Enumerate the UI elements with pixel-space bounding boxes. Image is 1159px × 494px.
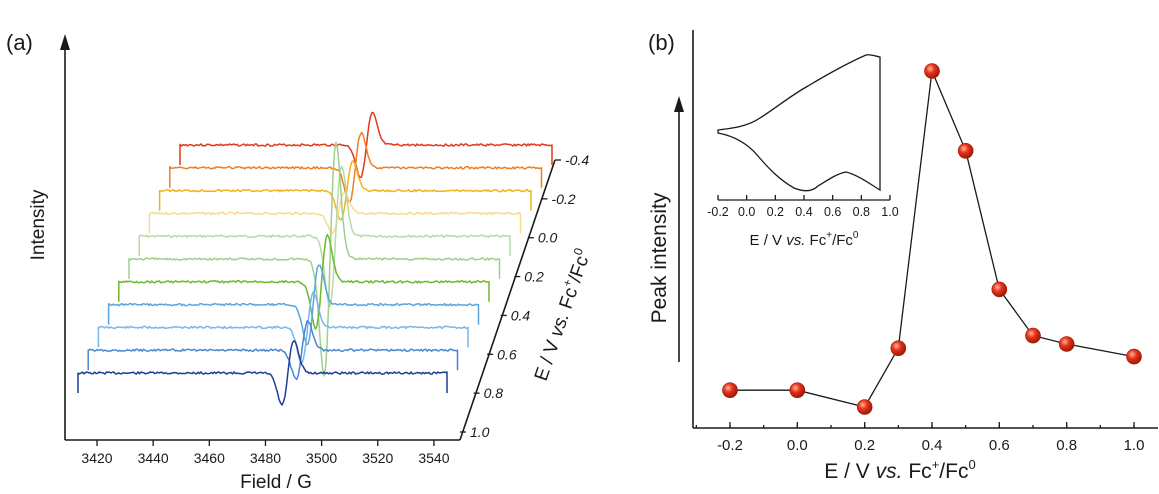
panel-a-depth-tick-label: 0.2 bbox=[524, 269, 544, 285]
peak-intensity-marker bbox=[1025, 327, 1041, 344]
peak-intensity-marker bbox=[1058, 336, 1075, 352]
epr-spectrum-trace bbox=[148, 191, 522, 235]
panel-b-ylabel: Peak intensity bbox=[648, 192, 671, 323]
inset-xlabel-prefix: E / V bbox=[750, 232, 783, 249]
peak-intensity-marker bbox=[924, 63, 940, 79]
inset-x-tick-label: 0.4 bbox=[795, 205, 812, 219]
panel-a-letter: (a) bbox=[6, 30, 33, 55]
inset-x-tick-label: 0.0 bbox=[738, 205, 755, 219]
panel-a-depth-tick-label: -0.4 bbox=[565, 152, 589, 168]
depth-label-prefix: E / V bbox=[531, 338, 564, 384]
panel-a-x-tick-label: 3520 bbox=[362, 450, 393, 466]
panel-a-x-tick-label: 3460 bbox=[194, 450, 225, 466]
peak-intensity-marker bbox=[789, 382, 806, 399]
panel-a-y-arrow-icon bbox=[60, 34, 70, 50]
panel-a-depth-tick-label: 0.8 bbox=[484, 385, 504, 401]
epr-spectrum-trace bbox=[128, 141, 501, 377]
depth-label-zero: 0 bbox=[571, 246, 587, 257]
inset-cv: -0.2 0.0 0.2 0.4 0.6 0.8 1.0 E / V vs. Fc+/Fc0 bbox=[707, 54, 899, 249]
epr-spectrum-trace bbox=[118, 233, 490, 330]
panel-b-x-tick-label: 0.2 bbox=[854, 437, 875, 454]
inset-xlabel: E / V vs. Fc+/Fc0 bbox=[750, 230, 859, 249]
panel-a-depth-tick-label: 0.4 bbox=[511, 307, 531, 323]
peak-intensity-marker bbox=[722, 382, 738, 399]
depth-label-slash: /Fc bbox=[565, 253, 593, 285]
depth-label-vs: vs. bbox=[546, 310, 574, 340]
panel-a-x-tick-label: 3500 bbox=[306, 450, 337, 466]
panel-a-spectra bbox=[77, 111, 553, 406]
inset-xlabel-vs: vs. bbox=[786, 232, 805, 249]
peak-intensity-points bbox=[722, 63, 1142, 415]
panel-a-depth-axis bbox=[459, 159, 556, 441]
panel-a-depth-tick-label: 0.6 bbox=[497, 346, 517, 362]
epr-spectrum-trace bbox=[138, 165, 511, 308]
panel-a-depth-tick-label: -0.2 bbox=[551, 191, 575, 207]
panel-a-depth-label: E / V vs. Fc+/Fc0 bbox=[528, 246, 595, 384]
peak-intensity-arrow-icon bbox=[674, 96, 684, 112]
epr-spectrum-trace bbox=[77, 340, 448, 406]
inset-cv-curve bbox=[717, 54, 881, 192]
panel-b-x-tick-label: 0.8 bbox=[1056, 437, 1077, 454]
panel-b-x-tick-label: -0.2 bbox=[717, 437, 743, 454]
inset-x-tick-label: -0.2 bbox=[707, 205, 729, 219]
panel-a-x-tick-label: 3420 bbox=[81, 450, 112, 466]
panel-a-x-tick-label: 3540 bbox=[418, 450, 449, 466]
xlabel-prefix: E / V bbox=[824, 460, 870, 483]
panel-b-x-tick-label: 0.4 bbox=[922, 437, 943, 454]
epr-spectrum-trace bbox=[169, 131, 543, 203]
epr-spectrum-trace bbox=[107, 264, 480, 346]
xlabel-plus: + bbox=[932, 457, 940, 472]
panel-a-xlabel: Field / G bbox=[240, 472, 312, 493]
panel-a-depth-tick-label: 1.0 bbox=[470, 424, 490, 440]
xlabel-vs: vs. bbox=[876, 460, 903, 483]
peak-intensity-line bbox=[730, 68, 1135, 408]
inset-x-tick-label: 0.2 bbox=[767, 205, 784, 219]
peak-intensity-marker bbox=[890, 340, 907, 357]
panel-a-depth-ticks: -0.4 -0.2 0.0 0.2 0.4 0.6 0.8 1.0 bbox=[460, 152, 589, 440]
peak-intensity-marker bbox=[856, 399, 873, 415]
inset-xlabel-fc: Fc bbox=[810, 232, 827, 249]
inset-xlabel-zero: 0 bbox=[853, 230, 859, 241]
panel-a: (a) Intensity 3420 3440 3460 3480 3500 3520 35… bbox=[6, 30, 595, 493]
panel-a-x-ticks: 3420 3440 3460 3480 3500 3520 3540 bbox=[81, 440, 450, 466]
panel-a-x-tick-label: 3480 bbox=[250, 450, 281, 466]
peak-intensity-marker bbox=[957, 143, 974, 159]
xlabel-zero: 0 bbox=[968, 457, 975, 472]
panel-b-x-tick-label: 0.0 bbox=[787, 437, 808, 454]
epr-spectrum-trace bbox=[97, 291, 469, 364]
epr-spectrum-trace bbox=[87, 320, 459, 381]
panel-b: (b) Peak intensity -0.2 0.0 0.2 0.4 0.6 0.8 1.… bbox=[648, 30, 1158, 483]
depth-label-fc: Fc bbox=[556, 285, 583, 312]
inset-xlabel-plus: + bbox=[826, 230, 832, 241]
panel-b-x-ticks: -0.2 0.0 0.2 0.4 0.6 0.8 1.0 bbox=[695, 422, 1145, 454]
inset-x-tick-label: 0.8 bbox=[853, 205, 870, 219]
xlabel-fc: Fc bbox=[908, 460, 931, 483]
epr-spectrum-trace bbox=[158, 160, 532, 221]
inset-x-tick-label: 1.0 bbox=[881, 205, 898, 219]
panel-a-ylabel: Intensity bbox=[28, 189, 49, 260]
panel-b-letter: (b) bbox=[648, 30, 675, 55]
inset-xlabel-slash: /Fc bbox=[832, 232, 853, 249]
inset-x-tick-label: 0.6 bbox=[824, 205, 841, 219]
depth-label-plus: + bbox=[560, 277, 576, 288]
xlabel-slash: /Fc bbox=[939, 460, 968, 483]
panel-b-xlabel: E / V vs. Fc+/Fc0 bbox=[824, 457, 975, 483]
peak-intensity-marker bbox=[1126, 348, 1142, 365]
inset-x-ticks: -0.2 0.0 0.2 0.4 0.6 0.8 1.0 bbox=[707, 195, 899, 219]
panel-b-x-tick-label: 1.0 bbox=[1124, 437, 1145, 454]
panel-a-x-tick-label: 3440 bbox=[138, 450, 169, 466]
peak-intensity-marker bbox=[991, 281, 1008, 298]
panel-a-depth-tick-label: 0.0 bbox=[538, 230, 558, 246]
panel-b-x-tick-label: 0.6 bbox=[989, 437, 1010, 454]
